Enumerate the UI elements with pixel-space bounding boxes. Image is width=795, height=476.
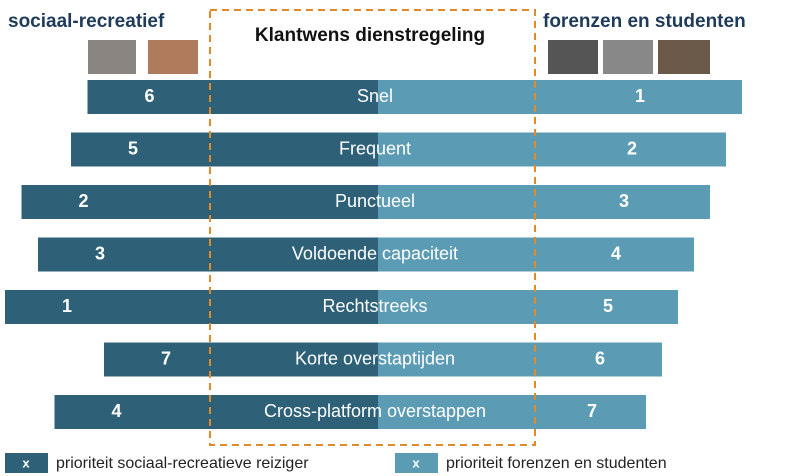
right-bar xyxy=(378,185,710,219)
right-bar xyxy=(378,290,678,324)
legend-swatch xyxy=(395,453,438,473)
row-label: Korte overstaptijden xyxy=(295,348,455,368)
left-bar xyxy=(54,395,378,429)
legend-swatch xyxy=(5,453,48,473)
right-bar xyxy=(378,80,742,114)
left-bar xyxy=(104,342,378,377)
left-rank: 6 xyxy=(144,86,154,106)
left-header: sociaal-recreatief xyxy=(8,11,165,32)
left-bar xyxy=(87,80,378,114)
left-rank: 7 xyxy=(161,348,171,368)
right-rank: 6 xyxy=(595,348,605,368)
center-header: Klantwens dienstregeling xyxy=(255,25,485,46)
right-rank: 2 xyxy=(627,138,637,158)
right-rank: 1 xyxy=(635,86,645,106)
legend-marker: x xyxy=(22,455,30,470)
row-label: Punctueel xyxy=(335,191,415,211)
row-label: Rechtstreeks xyxy=(322,296,427,316)
legend-marker: x xyxy=(412,455,420,470)
row-label: Cross-platform overstappen xyxy=(264,401,486,421)
left-bar xyxy=(38,237,378,272)
photos xyxy=(88,40,710,74)
left-rank: 5 xyxy=(128,138,138,158)
right-bar xyxy=(378,395,646,429)
left-bar xyxy=(71,132,378,167)
left-rank: 2 xyxy=(78,191,88,211)
left-rank: 3 xyxy=(95,243,105,263)
legend-text: prioriteit sociaal-recreatieve reiziger xyxy=(56,455,309,472)
right-bar xyxy=(378,342,662,377)
right-bar xyxy=(378,132,726,167)
left-rank: 1 xyxy=(62,296,72,316)
left-bar xyxy=(5,290,378,324)
row-label: Snel xyxy=(357,86,393,106)
right-rank: 4 xyxy=(611,243,621,263)
legend-text: prioriteit forenzen en studenten xyxy=(446,455,667,472)
center-frame xyxy=(209,9,536,446)
legend: x x prioriteit sociaal-recreatieve reizi… xyxy=(5,453,667,473)
row-label: Voldoende capaciteit xyxy=(292,243,458,263)
row-label: Frequent xyxy=(339,138,411,158)
right-header: forenzen en studenten xyxy=(543,11,746,32)
right-rank: 3 xyxy=(619,191,629,211)
left-bar xyxy=(21,185,378,219)
right-rank: 5 xyxy=(603,296,613,316)
right-rank: 7 xyxy=(587,401,597,421)
left-rank: 4 xyxy=(111,401,121,421)
